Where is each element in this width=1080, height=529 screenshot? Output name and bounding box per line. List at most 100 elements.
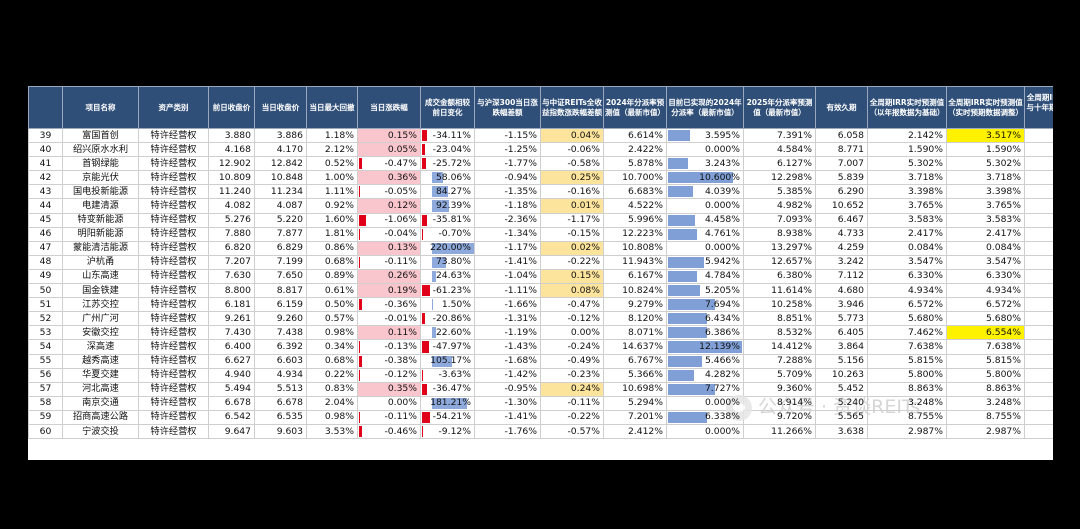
table-cell: 55: [28, 353, 63, 369]
cell-value: 3.53%: [324, 425, 354, 437]
table-cell: 10.808%: [603, 240, 667, 256]
cell-value: 8.863%: [907, 383, 943, 395]
cell-value: 0.04%: [570, 129, 600, 141]
cell-value: 0.52%: [324, 157, 354, 169]
table-cell: -25.72%: [420, 156, 475, 172]
cell-value: 特许经营权: [150, 157, 197, 169]
table-cell: -9.12%: [420, 423, 475, 440]
table-cell: 0.68%: [306, 353, 358, 369]
cell-value: 0.19%: [387, 284, 417, 296]
cell-value: 1.590%: [985, 143, 1021, 155]
cell-value: -0.16%: [567, 185, 600, 197]
databar: [431, 270, 437, 283]
table-cell: 6.535: [254, 409, 307, 425]
table-cell: -1.35%: [474, 184, 541, 200]
cell-value: 8.755%: [985, 411, 1021, 423]
table-cell: -1.15%: [474, 127, 541, 144]
table-cell: 0.000%: [666, 423, 744, 440]
cell-value: 8.532%: [776, 326, 812, 338]
cell-value: -3.63%: [438, 369, 471, 381]
cell-value: 5.680%: [907, 312, 943, 324]
cell-value: 特许经营权: [150, 355, 197, 367]
table-cell: 0.52%: [306, 156, 358, 172]
cell-value: 39: [39, 129, 52, 141]
cell-value: 明阳新能源: [77, 228, 124, 240]
table-cell: 1.366%: [1024, 423, 1053, 440]
cell-value: 6.683%: [627, 185, 663, 197]
table-cell: 92.39%: [420, 198, 475, 214]
table-cell: 0.57%: [306, 311, 358, 327]
table-cell: -0.05%: [357, 184, 421, 200]
table-cell: 1.962%: [1024, 212, 1053, 228]
databar: [668, 313, 708, 325]
table-cell: 0.15%: [540, 268, 604, 285]
table-cell: 48: [28, 254, 63, 270]
cell-value: 8.771: [837, 143, 864, 155]
table-cell: 54: [28, 339, 63, 355]
table-cell: 3.583%: [867, 212, 947, 228]
cell-value: 0.61%: [324, 284, 354, 296]
cell-value: 40: [39, 143, 52, 155]
table-cell: 7.430: [208, 325, 255, 341]
cell-value: 0.000%: [704, 143, 740, 155]
cell-value: 10.824%: [622, 284, 663, 296]
databar: [431, 327, 436, 339]
cell-value: 0.92%: [324, 200, 354, 212]
cell-value: 特许经营权: [150, 228, 197, 240]
table-cell: -1.34%: [474, 226, 541, 242]
table-cell: 特许经营权: [138, 353, 209, 369]
cell-value: 4.458%: [704, 214, 740, 226]
cell-value: 14.637%: [622, 340, 663, 352]
table-cell: 0.04%: [540, 127, 604, 144]
cell-value: 蒙能清洁能源: [72, 242, 129, 254]
cell-value: 特许经营权: [150, 242, 197, 254]
table-cell: 0.084%: [867, 240, 947, 256]
table-cell: -0.70%: [420, 226, 475, 242]
cell-value: 0.000%: [704, 397, 740, 409]
table-cell: 6.386%: [666, 325, 744, 341]
table-cell: 8.938%: [743, 226, 816, 242]
cell-value: 0.01%: [570, 200, 600, 212]
cell-value: 10.700%: [622, 171, 663, 183]
table-row: 50 国金铁建 特许经营权 8.800 8.817 0.61% 0.19% -61.23% -1…: [28, 283, 1053, 299]
table-cell: 0.83%: [306, 381, 358, 397]
table-cell: 44: [28, 198, 63, 214]
cell-value: -1.04%: [504, 270, 537, 282]
table-cell: 5.773: [815, 311, 868, 327]
cell-value: -0.22%: [567, 411, 600, 423]
cell-value: 0.15%: [570, 270, 600, 282]
cell-value: 6.380%: [776, 270, 812, 282]
table-cell: 3.243%: [666, 156, 744, 172]
table-cell: 明阳新能源: [62, 226, 139, 242]
cell-value: 6.767%: [627, 355, 663, 367]
cell-value: 5.466%: [704, 355, 740, 367]
cell-value: 3.583%: [985, 214, 1021, 226]
databar: [668, 186, 693, 198]
table-cell: 0.25%: [540, 170, 604, 186]
cell-value: 6.572%: [907, 298, 943, 310]
table-row: 48 沪杭甬 特许经营权 7.207 7.199 0.68% -0.11% 73.80% -1.…: [28, 254, 1053, 270]
table-cell: 6.820: [208, 240, 255, 256]
cell-value: 4.082: [224, 200, 251, 212]
table-cell: 2.097%: [1024, 170, 1053, 186]
table-cell: 6.127%: [743, 156, 816, 172]
table-cell: 深高速: [62, 339, 139, 355]
table-cell: -1.68%: [474, 353, 541, 369]
cell-value: 6.400: [224, 340, 251, 352]
table-cell: 0.89%: [306, 268, 358, 285]
table-cell: 4.761%: [666, 226, 744, 242]
cell-value: 5.942%: [704, 256, 740, 268]
table-cell: 46: [28, 226, 63, 242]
cell-value: 49: [39, 270, 52, 282]
databar: [422, 383, 428, 395]
table-cell: 绍兴原水水利: [62, 142, 139, 158]
table-cell: 39: [28, 127, 63, 144]
cell-value: 特许经营权: [150, 397, 197, 409]
databar: [359, 214, 367, 226]
cell-value: 3.583%: [907, 214, 943, 226]
cell-value: 7.201%: [627, 411, 663, 423]
table-cell: 0.35%: [357, 381, 421, 397]
table-cell: 特许经营权: [138, 367, 209, 383]
cell-value: 54: [39, 340, 52, 352]
cell-value: 43: [39, 185, 52, 197]
